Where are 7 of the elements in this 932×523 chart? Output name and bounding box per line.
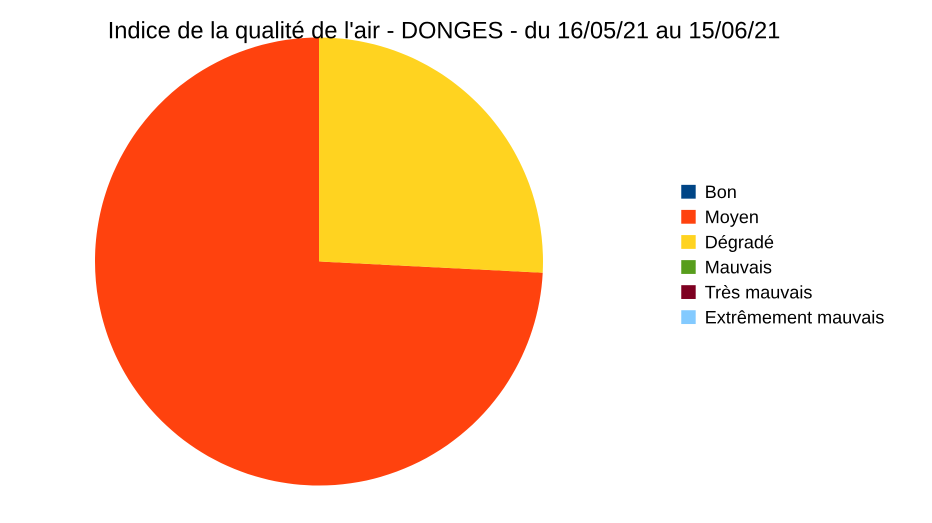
legend-label: Mauvais — [706, 260, 772, 274]
legend-label: Moyen — [706, 210, 758, 227]
legend-label: Dégradé — [706, 234, 774, 252]
legend-label: Extrêmement mauvais — [706, 310, 884, 324]
legend-label: Très mauvais — [705, 285, 812, 299]
legend-label: Bon — [706, 186, 736, 198]
chart-title: Indice de la qualité de l'air - DONGES - du 16/05/21 au 15/06/21 — [110, 20, 780, 44]
